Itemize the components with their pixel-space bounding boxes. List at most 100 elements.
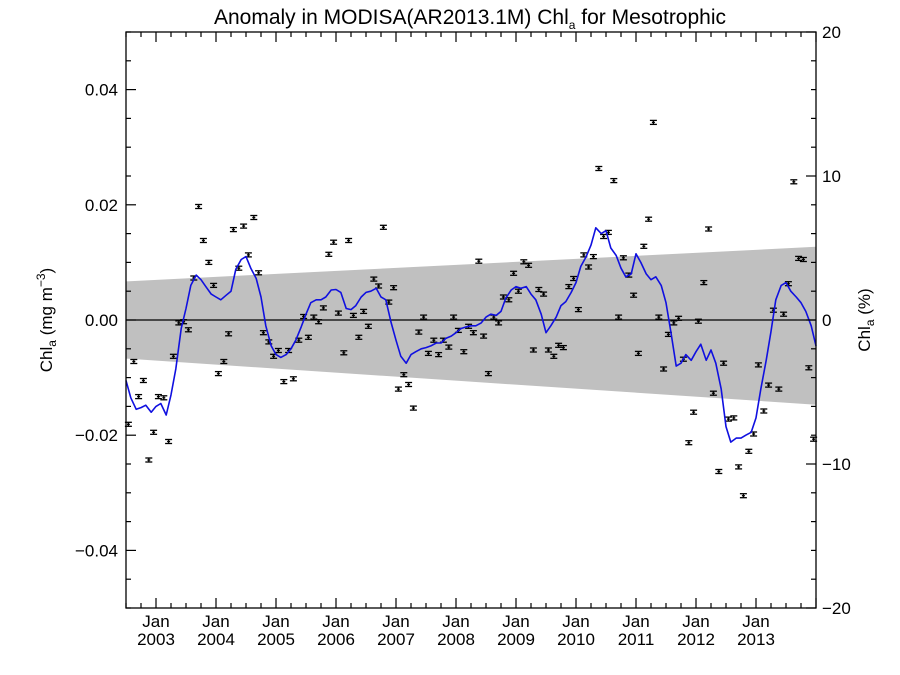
- y-tick-label-left: 0.00: [85, 311, 118, 330]
- y-tick-label-right: −10: [822, 455, 851, 474]
- y-tick-label-left: 0.02: [85, 196, 118, 215]
- anomaly-point-56: [405, 381, 413, 388]
- anomaly-point-106: [655, 314, 663, 320]
- anomaly-point-30: [274, 347, 282, 354]
- ticks-layer: 0.040.020.00−0.02−0.0420100−10−20Jan2003…: [75, 23, 851, 649]
- anomaly-point-83: [540, 291, 548, 297]
- anomaly-point-40: [325, 251, 333, 257]
- anomaly-point-14: [195, 203, 203, 210]
- anomaly-point-8: [165, 438, 173, 445]
- anomaly-point-103: [640, 243, 648, 249]
- anomaly-point-33: [289, 376, 297, 382]
- x-tick-month-label: Jan: [622, 612, 649, 631]
- anomaly-point-55: [400, 372, 408, 378]
- anomaly-point-90: [574, 306, 582, 313]
- anomaly-point-27: [259, 330, 267, 336]
- y-tick-label-right: 20: [822, 23, 841, 42]
- anomaly-point-69: [469, 330, 477, 336]
- anomaly-point-67: [460, 349, 468, 355]
- anomaly-point-39: [319, 305, 327, 311]
- x-tick-year-label: 2011: [618, 630, 655, 649]
- anomaly-point-42: [334, 310, 342, 316]
- anomaly-point-60: [424, 350, 432, 357]
- x-tick-year-label: 2008: [437, 630, 475, 649]
- x-tick-year-label: 2004: [197, 630, 235, 649]
- anomaly-point-93: [589, 253, 597, 260]
- anomaly-point-78: [514, 288, 522, 294]
- x-tick-year-label: 2005: [257, 630, 295, 649]
- anomaly-point-127: [760, 408, 768, 414]
- y-tick-label-right: 10: [822, 167, 841, 186]
- y-tick-label-right: 0: [822, 311, 831, 330]
- anomaly-point-88: [565, 283, 573, 290]
- anomaly-point-116: [705, 226, 713, 232]
- anomaly-point-5: [150, 429, 158, 435]
- x-tick-month-label: Jan: [142, 612, 169, 631]
- anomaly-point-130: [775, 386, 783, 392]
- x-tick-month-label: Jan: [502, 612, 529, 631]
- x-tick-month-label: Jan: [682, 612, 709, 631]
- x-tick-year-label: 2006: [317, 630, 355, 649]
- anomaly-point-64: [445, 344, 453, 350]
- anomaly-point-102: [634, 350, 642, 357]
- anomaly-point-31: [280, 378, 288, 385]
- anomaly-point-114: [694, 318, 702, 324]
- anomaly-point-134: [795, 255, 803, 262]
- anomaly-point-99: [619, 255, 627, 261]
- anomaly-point-101: [630, 292, 638, 298]
- anomaly-point-105: [649, 119, 657, 126]
- x-tick-year-label: 2013: [737, 630, 775, 649]
- anomaly-point-50: [375, 283, 383, 289]
- anomaly-point-94: [595, 165, 603, 172]
- anomaly-point-113: [690, 409, 698, 415]
- anomaly-point-24: [244, 252, 252, 258]
- anomaly-point-51: [379, 224, 387, 230]
- anomaly-point-19: [220, 358, 228, 365]
- y-tick-label-left: 0.04: [85, 81, 118, 100]
- anomaly-point-74: [495, 320, 503, 326]
- anomaly-point-87: [559, 344, 567, 351]
- anomaly-point-133: [790, 179, 798, 185]
- anomaly-point-126: [754, 362, 762, 368]
- anomaly-point-121: [730, 415, 738, 421]
- running-mean-layer: [125, 227, 817, 443]
- anomaly-point-23: [240, 223, 248, 229]
- anomaly-point-84: [544, 347, 552, 353]
- anomaly-point-98: [615, 314, 623, 320]
- anomaly-point-57: [409, 405, 417, 411]
- monthly-anomaly-markers: [124, 119, 818, 499]
- anomaly-point-21: [229, 226, 237, 233]
- y-tick-label-left: −0.02: [75, 426, 118, 445]
- anomaly-point-34: [295, 337, 303, 343]
- anomaly-point-72: [484, 370, 492, 377]
- anomaly-point-44: [345, 237, 353, 244]
- anomaly-point-71: [480, 333, 488, 339]
- anomaly-point-70: [475, 258, 483, 264]
- anomaly-point-59: [420, 314, 428, 320]
- anomaly-point-61: [430, 337, 438, 343]
- x-tick-month-label: Jan: [202, 612, 229, 631]
- y-tick-label-right: −20: [822, 599, 851, 618]
- anomaly-point-80: [525, 262, 533, 268]
- anomaly-point-115: [700, 279, 708, 286]
- anomaly-point-118: [715, 468, 723, 475]
- anomaly-point-45: [349, 312, 357, 319]
- x-tick-month-label: Jan: [262, 612, 289, 631]
- anomaly-point-95: [600, 233, 608, 240]
- x-tick-month-label: Jan: [442, 612, 469, 631]
- labels-layer: Anomaly in MODISA(AR2013.1M) Chla for Me…: [34, 6, 877, 372]
- anomaly-point-77: [510, 270, 518, 276]
- anomaly-point-36: [304, 334, 312, 340]
- anomaly-point-58: [415, 329, 423, 335]
- anomaly-point-128: [765, 382, 773, 388]
- x-tick-year-label: 2010: [557, 630, 595, 649]
- anomaly-point-12: [184, 327, 192, 333]
- anomaly-point-3: [139, 377, 147, 384]
- anomaly-point-124: [745, 448, 753, 454]
- x-tick-year-label: 2009: [497, 630, 535, 649]
- anomaly-point-125: [750, 431, 758, 437]
- anomaly-point-6: [154, 393, 162, 400]
- anomaly-point-22: [235, 265, 243, 271]
- anomaly-point-2: [135, 393, 143, 400]
